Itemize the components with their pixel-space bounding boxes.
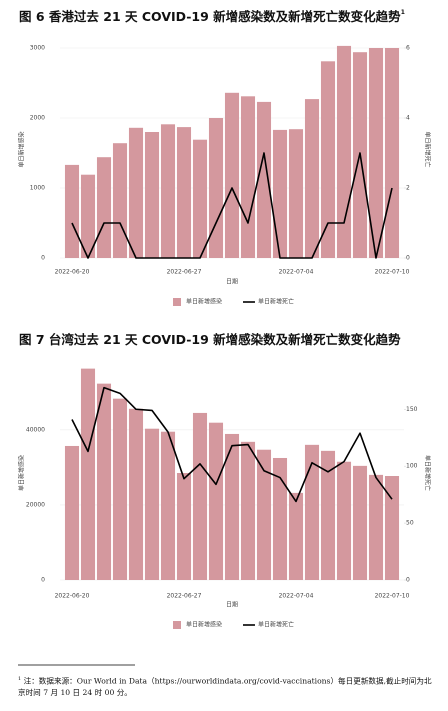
y2-tick-label: 50 — [406, 520, 414, 527]
x-axis-title: 日期 — [226, 601, 238, 609]
x-tick-label: 2022-07-04 — [279, 269, 314, 276]
bar — [208, 422, 224, 580]
y-axis-title: 单日新增感染 — [18, 455, 26, 491]
bar — [384, 476, 400, 580]
figure-title-text: 图 6 香港过去 21 天 COVID-19 新增感染数及新增死亡数变化趋势 — [19, 9, 401, 24]
legend-label: 单日新增死亡 — [258, 298, 294, 306]
bar — [80, 368, 96, 580]
y2-tick-label: 100 — [406, 463, 418, 470]
y2-tick-label: 6 — [406, 45, 410, 52]
bar — [384, 48, 400, 258]
bar — [224, 433, 240, 580]
bar — [112, 143, 128, 258]
bar — [320, 450, 336, 580]
death-line — [71, 386, 393, 503]
x-tick-label: 2022-07-04 — [279, 593, 314, 600]
y2-tick-label: 2 — [406, 185, 410, 192]
bar — [144, 132, 160, 258]
bar — [96, 383, 112, 580]
bar — [368, 474, 384, 580]
y-axis-title: 单日新增感染 — [18, 131, 26, 167]
y-tick-label: 2000 — [30, 115, 45, 122]
footnote-text: 注：数据来源：Our World in Data（https://ourworl… — [18, 676, 432, 697]
bar — [64, 445, 80, 580]
bar — [336, 461, 352, 580]
bar — [320, 61, 336, 258]
y2-axis-title: 单日新增死亡 — [424, 131, 432, 167]
x-tick-label: 2022-07-10 — [375, 593, 410, 600]
legend-label: 单日新增感染 — [186, 298, 222, 306]
legend-swatch — [173, 621, 181, 629]
figure-title-text: 图 7 台湾过去 21 天 COVID-19 新增感染数及新增死亡数变化趋势 — [19, 332, 401, 347]
bar — [304, 444, 320, 580]
y2-tick-label: 150 — [406, 406, 418, 413]
bar — [288, 129, 304, 258]
y-tick-label: 0 — [41, 577, 45, 584]
y2-tick-label: 0 — [406, 577, 410, 584]
footnote-marker: 1 — [18, 676, 22, 682]
bar — [240, 96, 256, 258]
bar — [160, 124, 176, 258]
bar — [128, 408, 144, 580]
x-tick-label: 2022-06-27 — [167, 269, 202, 276]
x-tick-label: 2022-06-20 — [55, 269, 90, 276]
x-tick-label: 2022-07-10 — [375, 269, 410, 276]
bar — [256, 449, 272, 580]
bar — [96, 157, 112, 258]
footnote: 1 注：数据来源：Our World in Data（https://ourwo… — [18, 674, 432, 698]
legend-label: 单日新增感染 — [186, 621, 222, 629]
bar — [208, 118, 224, 258]
figure-title: 图 6 香港过去 21 天 COVID-19 新增感染数及新增死亡数变化趋势1 — [19, 9, 405, 24]
y2-axis-title: 单日新增死亡 — [424, 455, 432, 491]
death-line — [71, 152, 393, 259]
bar — [112, 398, 128, 580]
figure-title: 图 7 台湾过去 21 天 COVID-19 新增感染数及新增死亡数变化趋势 — [19, 332, 401, 347]
y-tick-label: 40000 — [26, 426, 45, 433]
bar — [128, 127, 144, 258]
bar — [256, 101, 272, 259]
x-tick-label: 2022-06-27 — [167, 593, 202, 600]
bar — [336, 45, 352, 259]
bar — [272, 129, 288, 258]
legend-swatch — [173, 298, 181, 306]
bar — [368, 48, 384, 258]
y-tick-label: 3000 — [30, 45, 45, 52]
bar — [192, 412, 208, 580]
bar — [224, 92, 240, 258]
bar — [176, 127, 192, 258]
bar — [288, 492, 304, 580]
bar — [144, 428, 160, 580]
bar — [304, 99, 320, 258]
legend-label: 单日新增死亡 — [258, 621, 294, 629]
bar — [64, 164, 80, 258]
y-tick-label: 0 — [41, 255, 45, 262]
bar — [352, 465, 368, 580]
bar — [272, 457, 288, 580]
y-tick-label: 1000 — [30, 185, 45, 192]
bar — [160, 431, 176, 580]
y2-tick-label: 0 — [406, 255, 410, 262]
bar — [176, 473, 192, 580]
title-note: 1 — [401, 9, 405, 16]
x-tick-label: 2022-06-20 — [55, 593, 90, 600]
bar — [80, 174, 96, 258]
x-axis-title: 日期 — [226, 278, 238, 286]
y-tick-label: 20000 — [26, 501, 45, 508]
y2-tick-label: 4 — [406, 115, 410, 122]
bar — [192, 139, 208, 258]
bar — [240, 441, 256, 580]
